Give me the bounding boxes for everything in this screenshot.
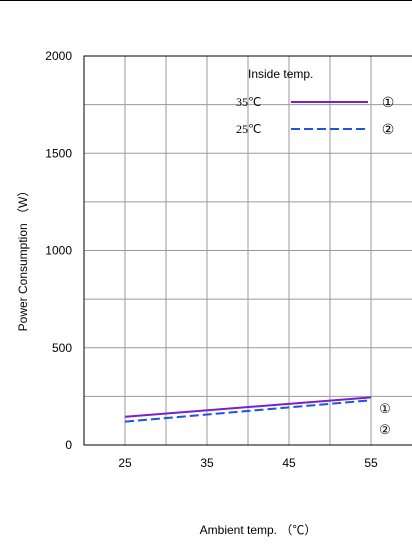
grid [84,56,412,445]
legend-label-1: 35℃ [236,95,261,109]
series-line-1 [124,396,372,418]
y-tick-label: 1000 [45,244,72,258]
legend-marker-1: ① [382,94,395,110]
x-axis-label: Ambient temp. （℃） [200,523,317,537]
series-line-2 [124,399,372,423]
plot-frame [83,55,412,446]
top-rule [0,0,412,1]
series-end-marker-1: ① [379,401,391,416]
y-tick-label: 2000 [45,49,72,63]
y-tick-label: 1500 [45,146,72,160]
y-axis-label: Power Consumption （W） [16,185,30,332]
legend-marker-2: ② [382,121,395,137]
legend: Inside temp. 35℃ ① 25℃ ② [236,67,394,137]
series-end-marker-2: ② [379,422,391,437]
x-tick-label: 55 [364,456,378,470]
legend-label-2: 25℃ [236,122,261,136]
y-tick-label: 0 [65,438,72,452]
x-tick-label: 25 [118,456,132,470]
y-tick-label: 500 [52,341,72,355]
legend-title: Inside temp. [248,67,313,81]
tick-labels: 25 35 45 55 0 500 1000 1500 2000 [45,49,378,470]
x-tick-label: 45 [282,456,296,470]
x-tick-label: 35 [200,456,214,470]
series-lines: ①② [124,396,391,437]
